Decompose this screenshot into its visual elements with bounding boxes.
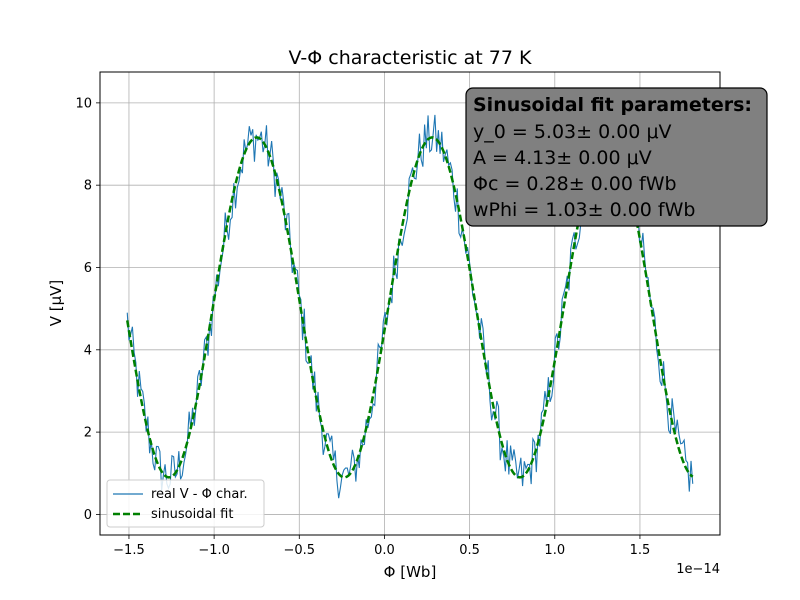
x-axis-label: Φ [Wb]: [384, 563, 437, 581]
fit-param-wphi: wPhi = 1.03± 0.00 fWb: [473, 199, 695, 221]
y-tick-label: 8: [84, 179, 92, 194]
x-axis: −1.5 −1.0 −0.5 0.0 0.5 1.0 1.5: [113, 535, 650, 558]
fit-param-A: A = 4.13± 0.00 μV: [473, 147, 652, 169]
x-tick-label: −1.0: [198, 543, 230, 558]
fit-box-heading: Sinusoidal fit parameters:: [473, 94, 752, 116]
fit-param-phic: Φc = 0.28± 0.00 fWb: [473, 173, 677, 195]
y-tick-label: 4: [84, 343, 92, 358]
legend-label-fit: sinusoidal fit: [151, 507, 233, 522]
y-tick-label: 0: [84, 508, 92, 523]
plot-frame: [99, 71, 721, 536]
x-tick-label: −1.5: [113, 543, 145, 558]
y-axis-label: V [μV]: [47, 280, 65, 327]
fit-box-background: [465, 87, 768, 227]
x-tick-label: 1.5: [630, 543, 651, 558]
y-axis: 0 2 4 6 8 10: [75, 96, 100, 523]
legend: real V - Φ char. sinusoidal fit: [106, 479, 265, 528]
x-tick-label: 0.0: [374, 543, 395, 558]
legend-label-real: real V - Φ char.: [151, 487, 248, 502]
fit-param-y0: y_0 = 5.03± 0.00 μV: [473, 121, 672, 143]
legend-box: [106, 479, 265, 528]
x-axis-offset-label: 1e−14: [676, 562, 720, 577]
y-tick-label: 2: [84, 426, 92, 441]
y-tick-label: 10: [75, 96, 92, 111]
x-tick-label: 1.0: [544, 543, 565, 558]
fit-parameters-box: Sinusoidal fit parameters: y_0 = 5.03± 0…: [465, 87, 768, 227]
chart-title: V-Φ characteristic at 77 K: [289, 47, 532, 69]
y-tick-label: 6: [84, 261, 92, 276]
x-tick-label: 0.5: [459, 543, 480, 558]
x-tick-label: −0.5: [283, 543, 315, 558]
